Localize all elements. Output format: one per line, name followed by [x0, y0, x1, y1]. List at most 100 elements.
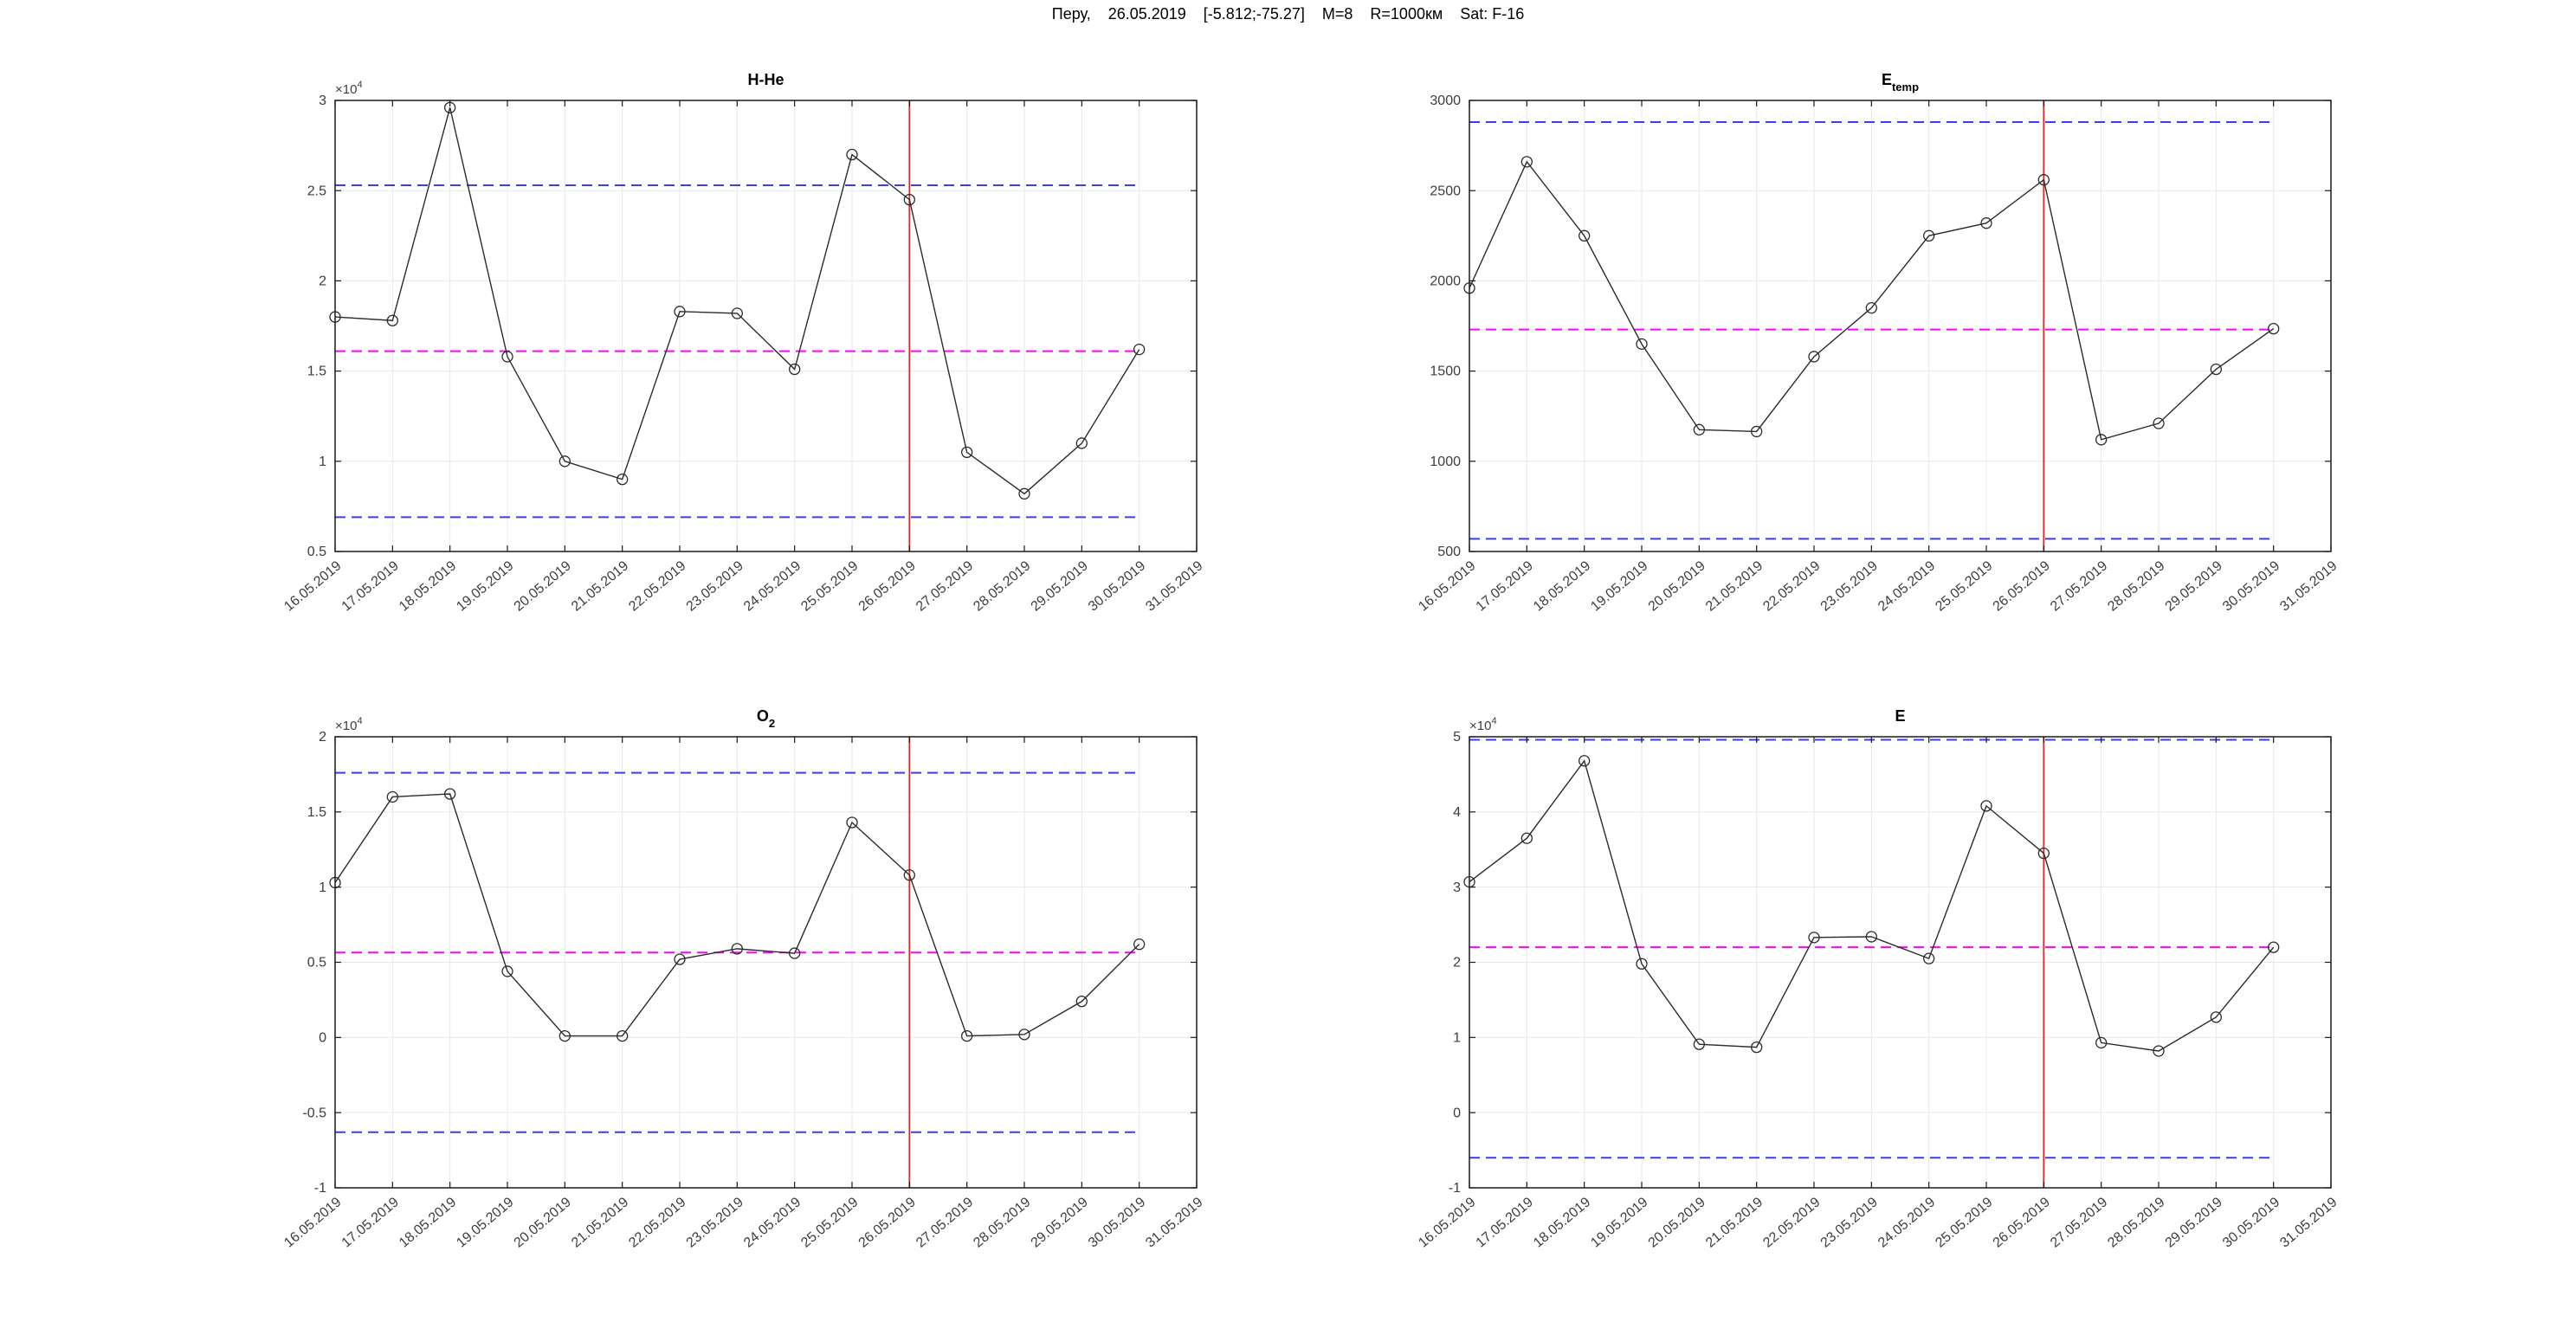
- x-tick-label: 28.05.2019: [971, 558, 1033, 615]
- data-point: [846, 148, 858, 161]
- x-tick-label: 30.05.2019: [2220, 1195, 2282, 1251]
- x-tick-label: 20.05.2019: [1646, 1195, 1708, 1251]
- data-line: [334, 793, 1140, 1037]
- y-tick-label: 1.5: [307, 805, 326, 820]
- data-point: [903, 869, 915, 881]
- data-point: [1075, 437, 1088, 449]
- x-tick-label: 25.05.2019: [798, 1195, 861, 1251]
- data-point: [1865, 931, 1877, 943]
- data-point: [1018, 1029, 1030, 1041]
- x-tick-label: 25.05.2019: [798, 558, 861, 615]
- x-tick-label: 27.05.2019: [914, 558, 976, 615]
- y-tick-label: 2: [319, 730, 326, 745]
- x-tick-label: 18.05.2019: [397, 558, 459, 615]
- data-point: [1808, 351, 1820, 363]
- data-point: [961, 446, 973, 459]
- y-tick-label: 2000: [1430, 274, 1461, 289]
- x-tick-label: 18.05.2019: [1531, 1195, 1593, 1251]
- x-tick-label: 25.05.2019: [1933, 1195, 1995, 1251]
- data-point: [731, 307, 743, 319]
- data-point: [2095, 1036, 2108, 1049]
- x-tick-label: 22.05.2019: [1760, 1195, 1823, 1251]
- x-tick-label: 16.05.2019: [281, 1195, 344, 1251]
- data-point: [1636, 958, 1648, 970]
- data-line: [1469, 759, 2275, 1052]
- x-tick-label: 26.05.2019: [1991, 558, 2053, 615]
- x-tick-label: 26.05.2019: [1991, 1195, 2053, 1251]
- x-tick-label: 26.05.2019: [856, 1195, 919, 1251]
- data-point: [1923, 952, 1935, 964]
- x-tick-label: 24.05.2019: [741, 558, 804, 615]
- x-tick-label: 30.05.2019: [1086, 558, 1148, 615]
- chart-title: H-He: [747, 71, 784, 88]
- x-tick-label: 21.05.2019: [569, 558, 631, 615]
- axis-exponent-label: ×104: [335, 716, 363, 733]
- x-tick-label: 23.05.2019: [684, 1195, 746, 1251]
- data-point: [2153, 1045, 2165, 1057]
- x-tick-label: 21.05.2019: [1703, 1195, 1766, 1251]
- x-tick-label: 22.05.2019: [626, 1195, 688, 1251]
- x-tick-label: 17.05.2019: [339, 1195, 402, 1251]
- x-tick-label: 24.05.2019: [1876, 558, 1938, 615]
- x-tick-label: 19.05.2019: [1588, 1195, 1650, 1251]
- data-point: [1808, 932, 1820, 944]
- x-tick-label: 17.05.2019: [1474, 558, 1536, 615]
- data-point: [789, 947, 801, 959]
- x-tick-label: 30.05.2019: [2220, 558, 2282, 615]
- x-tick-label: 20.05.2019: [512, 558, 574, 615]
- x-tick-label: 27.05.2019: [914, 1195, 976, 1251]
- x-tick-label: 21.05.2019: [569, 1195, 631, 1251]
- y-tick-label: 1.5: [307, 364, 326, 379]
- x-tick-label: 28.05.2019: [971, 1195, 1033, 1251]
- y-tick-label: 0: [1453, 1106, 1461, 1120]
- data-point: [731, 943, 743, 955]
- data-point: [2037, 174, 2050, 186]
- x-tick-label: 24.05.2019: [741, 1195, 804, 1251]
- x-tick-label: 16.05.2019: [1416, 1195, 1478, 1251]
- data-point: [961, 1029, 973, 1042]
- y-tick-label: 3: [319, 94, 326, 108]
- x-tick-label: 22.05.2019: [626, 558, 688, 615]
- data-point: [558, 1029, 571, 1042]
- x-tick-label: 20.05.2019: [512, 1195, 574, 1251]
- data-point: [2268, 322, 2280, 335]
- data-point: [789, 363, 801, 376]
- x-tick-label: 16.05.2019: [1416, 558, 1478, 615]
- x-tick-label: 26.05.2019: [856, 558, 919, 615]
- chart-title: Etemp: [1882, 71, 1919, 94]
- x-tick-label: 19.05.2019: [454, 558, 516, 615]
- x-tick-label: 29.05.2019: [1029, 558, 1091, 615]
- y-tick-label: 2: [319, 274, 326, 289]
- data-point: [1075, 996, 1088, 1008]
- y-tick-label: 1000: [1430, 455, 1461, 469]
- x-tick-label: 31.05.2019: [1143, 1195, 1205, 1251]
- x-tick-label: 17.05.2019: [1474, 1195, 1536, 1251]
- chart-e: -1 0 1 2 3 4 5 16.05.201917.05.201918.05.201919…: [1416, 707, 2340, 1251]
- data-point: [1133, 343, 1146, 356]
- y-tick-label: 4: [1453, 805, 1461, 820]
- data-point: [2037, 847, 2050, 860]
- data-point: [617, 473, 629, 486]
- chart-title: O2: [757, 707, 775, 730]
- data-point: [501, 351, 513, 363]
- x-tick-label: 17.05.2019: [339, 558, 402, 615]
- x-tick-label: 27.05.2019: [2048, 1195, 2110, 1251]
- x-tick-label: 19.05.2019: [1588, 558, 1650, 615]
- axis-box: [334, 100, 1198, 552]
- x-tick-label: 29.05.2019: [2163, 1195, 2225, 1251]
- y-tick-label: 1: [1453, 1030, 1461, 1045]
- y-tick-label: 1: [319, 455, 326, 469]
- data-point: [1980, 217, 1992, 229]
- y-tick-label: 0.5: [307, 545, 326, 559]
- data-line: [334, 107, 1140, 495]
- data-point: [903, 193, 915, 206]
- data-point: [1923, 229, 1935, 242]
- x-tick-label: 21.05.2019: [1703, 558, 1766, 615]
- data-point: [1865, 302, 1877, 314]
- data-line: [1469, 160, 2275, 441]
- x-tick-label: 22.05.2019: [1760, 558, 1823, 615]
- x-tick-label: 28.05.2019: [2105, 558, 2167, 615]
- data-point: [1636, 338, 1648, 350]
